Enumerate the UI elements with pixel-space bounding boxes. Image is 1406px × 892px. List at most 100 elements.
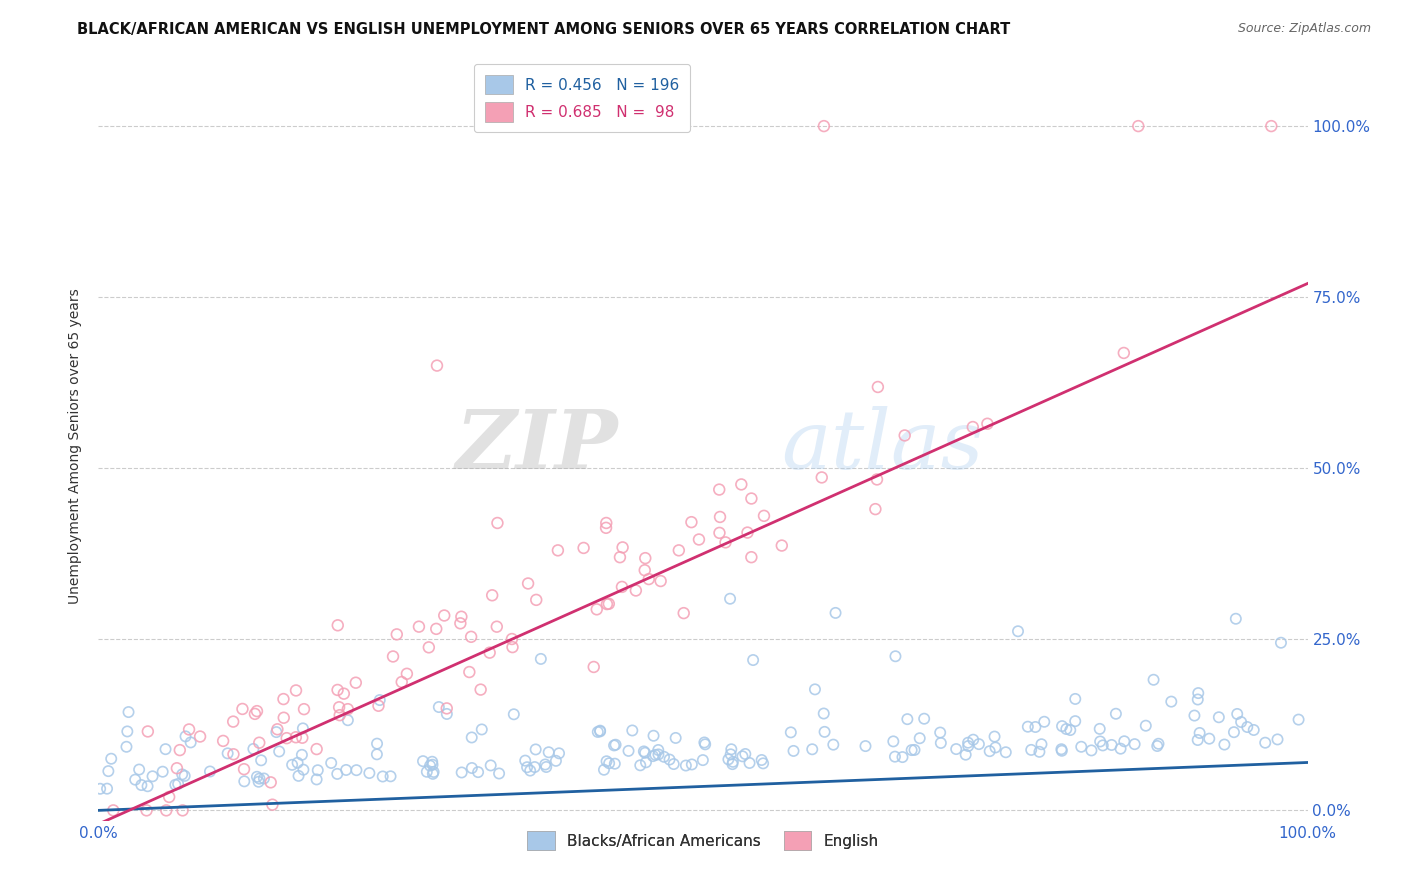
Point	[273, 692, 295, 706]
Point	[662, 757, 685, 772]
Point	[502, 707, 524, 722]
Point	[485, 620, 508, 634]
Point	[823, 738, 845, 752]
Point	[586, 725, 609, 739]
Point	[866, 380, 889, 394]
Point	[1254, 736, 1277, 750]
Point	[957, 736, 980, 750]
Point	[893, 428, 915, 442]
Point	[174, 730, 197, 744]
Point	[665, 731, 688, 745]
Point	[418, 640, 440, 655]
Point	[824, 606, 846, 620]
Point	[621, 723, 644, 738]
Point	[530, 652, 553, 666]
Point	[471, 723, 494, 737]
Point	[752, 508, 775, 523]
Point	[1188, 726, 1211, 740]
Point	[247, 736, 270, 750]
Point	[124, 772, 146, 787]
Point	[929, 736, 952, 750]
Point	[478, 646, 501, 660]
Point	[231, 702, 253, 716]
Point	[605, 738, 627, 752]
Point	[155, 803, 177, 817]
Point	[912, 712, 935, 726]
Point	[233, 762, 256, 776]
Point	[336, 713, 359, 727]
Point	[165, 778, 187, 792]
Point	[709, 510, 731, 524]
Point	[596, 597, 619, 611]
Point	[416, 764, 439, 779]
Point	[103, 803, 125, 817]
Point	[1135, 719, 1157, 733]
Point	[866, 472, 889, 486]
Point	[692, 753, 714, 767]
Point	[419, 758, 441, 772]
Point	[273, 711, 295, 725]
Point	[284, 731, 307, 745]
Point	[884, 749, 907, 764]
Point	[368, 693, 391, 707]
Point	[385, 627, 408, 641]
Point	[595, 521, 617, 535]
Point	[593, 763, 616, 777]
Point	[652, 749, 675, 764]
Point	[896, 712, 918, 726]
Point	[427, 700, 450, 714]
Point	[269, 744, 291, 758]
Point	[634, 746, 657, 760]
Point	[246, 704, 269, 718]
Point	[292, 763, 315, 777]
Point	[395, 666, 418, 681]
Point	[425, 622, 447, 636]
Point	[346, 763, 368, 777]
Point	[335, 763, 357, 777]
Point	[260, 775, 283, 789]
Point	[287, 769, 309, 783]
Point	[222, 714, 245, 729]
Point	[647, 747, 669, 762]
Point	[572, 541, 595, 555]
Point	[804, 682, 827, 697]
Point	[983, 730, 1005, 744]
Point	[544, 754, 567, 768]
Point	[1109, 741, 1132, 756]
Point	[486, 516, 509, 530]
Point	[262, 797, 284, 812]
Point	[884, 649, 907, 664]
Point	[1260, 119, 1282, 133]
Point	[609, 550, 631, 565]
Point	[536, 760, 558, 774]
Point	[1088, 734, 1111, 748]
Point	[458, 665, 481, 679]
Text: Source: ZipAtlas.com: Source: ZipAtlas.com	[1237, 22, 1371, 36]
Point	[1070, 739, 1092, 754]
Point	[582, 660, 605, 674]
Point	[720, 742, 742, 756]
Point	[276, 731, 298, 746]
Point	[801, 742, 824, 756]
Point	[1267, 732, 1289, 747]
Point	[519, 764, 541, 778]
Point	[779, 725, 801, 739]
Point	[1028, 745, 1050, 759]
Point	[1007, 624, 1029, 639]
Point	[266, 725, 288, 739]
Point	[908, 731, 931, 746]
Point	[382, 649, 405, 664]
Point	[994, 745, 1017, 759]
Point	[718, 591, 741, 606]
Point	[1059, 723, 1081, 737]
Point	[177, 723, 200, 737]
Point	[1213, 738, 1236, 752]
Point	[420, 755, 443, 769]
Point	[731, 749, 754, 764]
Point	[1236, 720, 1258, 734]
Point	[250, 753, 273, 767]
Point	[734, 747, 756, 761]
Point	[1187, 733, 1209, 747]
Point	[714, 535, 737, 549]
Point	[1184, 708, 1206, 723]
